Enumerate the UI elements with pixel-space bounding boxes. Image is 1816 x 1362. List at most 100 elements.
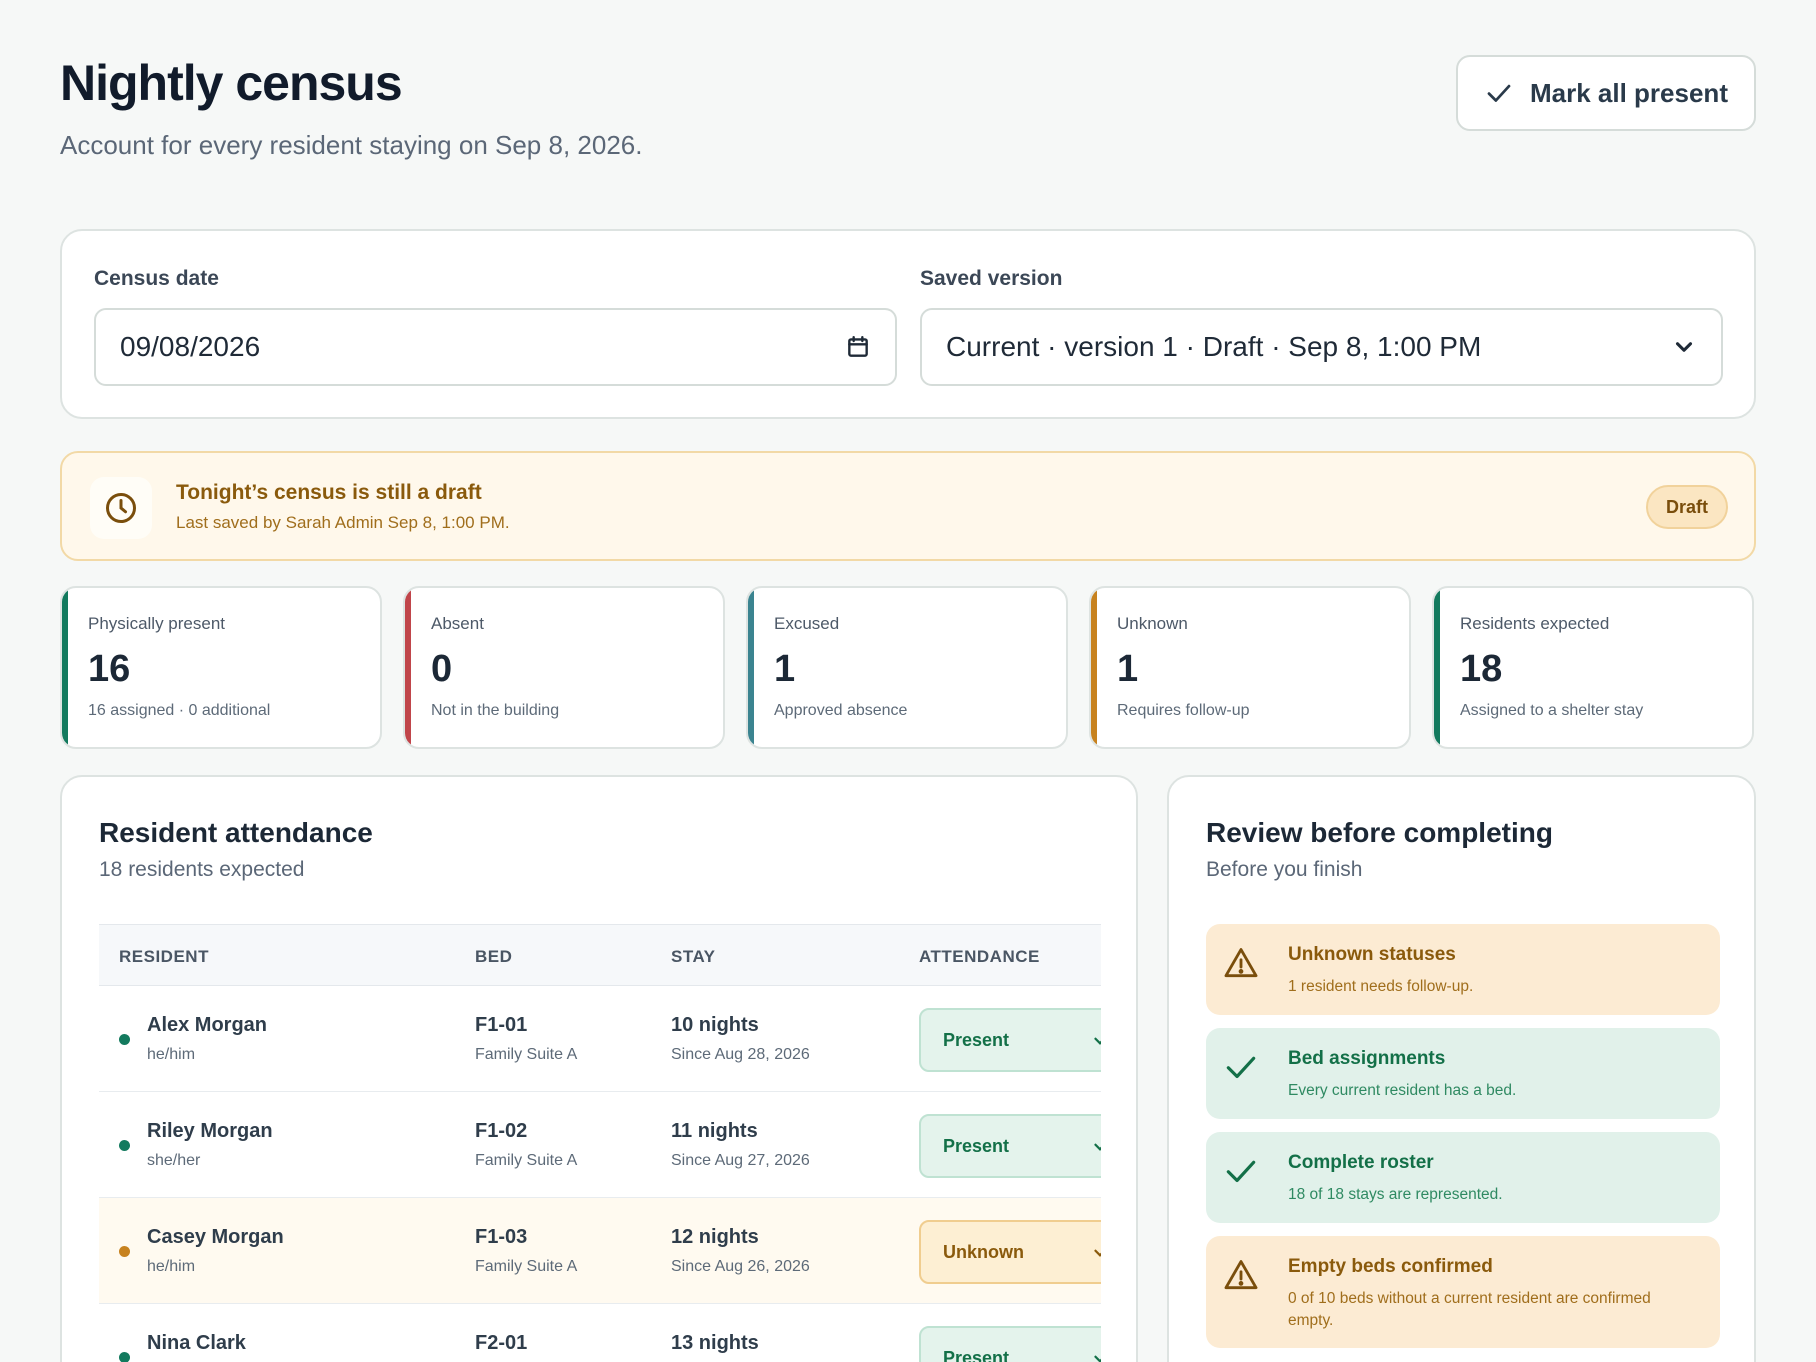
- warning-triangle-icon: [1224, 948, 1258, 978]
- chevron-down-icon: [1094, 1037, 1101, 1045]
- resident-pronouns: she/her: [147, 1152, 201, 1169]
- status-dot: [119, 1034, 130, 1045]
- check-title: Empty beds confirmed: [1288, 1256, 1493, 1277]
- stat-value: 0: [431, 648, 453, 690]
- resident-pronouns: he/him: [147, 1046, 196, 1063]
- stat-note: Approved absence: [774, 702, 908, 719]
- census-filter-card: Census date 09/08/2026 Saved version Cur…: [60, 229, 1756, 419]
- bed-room: Family Suite A: [475, 1152, 578, 1169]
- check-icon: [1226, 1056, 1256, 1079]
- resident-pronouns: he/him: [147, 1258, 196, 1275]
- column-header-bed: BED: [475, 947, 513, 966]
- attendance-select[interactable]: Present: [919, 1326, 1101, 1362]
- resident-name: Casey Morgan: [147, 1226, 284, 1248]
- column-header-attendance: ATTENDANCE: [919, 947, 1040, 966]
- chevron-down-icon: [1094, 1355, 1101, 1362]
- census-date-label: Census date: [94, 267, 219, 290]
- chevron-down-icon: [1675, 342, 1693, 352]
- check-empty-beds-confirmed: Empty beds confirmed 0 of 10 beds withou…: [1206, 1236, 1720, 1348]
- stat-physically-present: Physically present 16 16 assigned · 0 ad…: [60, 586, 382, 749]
- resident-attendance-panel: Resident attendance 18 residents expecte…: [60, 775, 1138, 1362]
- bed-id: F1-01: [475, 1014, 528, 1036]
- status-dot: [119, 1352, 130, 1362]
- stat-excused: Excused 1 Approved absence: [746, 586, 1068, 749]
- bed-id: F1-02: [475, 1120, 528, 1142]
- stat-label: Absent: [431, 614, 484, 633]
- attendance-title: Resident attendance: [99, 817, 373, 848]
- check-complete-roster: Complete roster 18 of 18 stays are repre…: [1206, 1132, 1720, 1223]
- stat-unknown: Unknown 1 Requires follow-up: [1089, 586, 1411, 749]
- table-row: Nina Clark F2-01 13 nights Present: [99, 1304, 1101, 1362]
- page-title: Nightly census: [60, 55, 403, 111]
- check-title: Complete roster: [1288, 1152, 1434, 1173]
- check-unknown-statuses: Unknown statuses 1 resident needs follow…: [1206, 924, 1720, 1015]
- check-title: Unknown statuses: [1288, 944, 1456, 965]
- stat-label: Excused: [774, 614, 840, 633]
- check-text: 1 resident needs follow-up.: [1288, 978, 1474, 995]
- attendance-table: RESIDENT BED STAY ATTENDANCE Alex Morgan…: [99, 924, 1101, 1362]
- banner-subtitle: Last saved by Sarah Admin Sep 8, 1:00 PM…: [176, 513, 510, 532]
- resident-name: Riley Morgan: [147, 1120, 273, 1142]
- calendar-icon[interactable]: [845, 334, 871, 360]
- census-date-input[interactable]: 09/08/2026: [94, 308, 897, 386]
- bed-room: Family Suite A: [475, 1258, 578, 1275]
- table-row: Alex Morgan he/him F1-01 Family Suite A …: [99, 986, 1101, 1092]
- bed-room: Family Suite A: [475, 1046, 578, 1063]
- stat-label: Unknown: [1117, 614, 1188, 633]
- banner-title: Tonight’s census is still a draft: [176, 481, 482, 504]
- saved-version-select[interactable]: Current · version 1 · Draft · Sep 8, 1:0…: [920, 308, 1723, 386]
- stat-value: 1: [1117, 648, 1139, 690]
- check-bed-assignments: Bed assignments Every current resident h…: [1206, 1028, 1720, 1119]
- warning-triangle-icon: [1224, 1260, 1258, 1290]
- attendance-select[interactable]: Present: [919, 1008, 1101, 1072]
- resident-name: Nina Clark: [147, 1332, 246, 1354]
- stat-absent: Absent 0 Not in the building: [403, 586, 725, 749]
- chevron-down-icon: [1094, 1143, 1101, 1151]
- resident-name: Alex Morgan: [147, 1014, 268, 1036]
- stat-label: Physically present: [88, 614, 226, 633]
- stay-length: 12 nights: [671, 1226, 759, 1248]
- table-row: Riley Morgan she/her F1-02 Family Suite …: [99, 1092, 1101, 1198]
- table-header: RESIDENT BED STAY ATTENDANCE: [99, 924, 1101, 986]
- stay-since: Since Aug 26, 2026: [671, 1258, 810, 1275]
- status-dot: [119, 1140, 130, 1151]
- review-title: Review before completing: [1206, 817, 1553, 848]
- draft-status-banner: Tonight’s census is still a draft Last s…: [60, 451, 1756, 561]
- review-panel: Review before completing Before you fini…: [1167, 775, 1756, 1362]
- mark-all-present-button[interactable]: Mark all present: [1456, 55, 1756, 131]
- check-icon: [1487, 84, 1511, 102]
- stat-note: Assigned to a shelter stay: [1460, 702, 1644, 719]
- column-header-stay: STAY: [671, 947, 716, 966]
- saved-version-label: Saved version: [920, 267, 1063, 290]
- draft-badge: Draft: [1645, 485, 1728, 529]
- clock-icon: [90, 477, 152, 539]
- attendance-value: Present: [943, 1135, 1010, 1156]
- attendance-value: Present: [943, 1029, 1010, 1050]
- stat-residents-expected: Residents expected 18 Assigned to a shel…: [1432, 586, 1754, 749]
- page-subtitle: Account for every resident staying on Se…: [60, 130, 643, 160]
- stat-label: Residents expected: [1460, 614, 1610, 633]
- saved-version-value: Current · version 1 · Draft · Sep 8, 1:0…: [946, 331, 1482, 362]
- bed-id: F2-01: [475, 1332, 528, 1354]
- table-row: Casey Morgan he/him F1-03 Family Suite A…: [99, 1198, 1101, 1304]
- check-text: 18 of 18 stays are represented.: [1288, 1186, 1503, 1203]
- stat-note: Requires follow-up: [1117, 702, 1250, 719]
- status-dot: [119, 1246, 130, 1257]
- attendance-select[interactable]: Present: [919, 1114, 1101, 1178]
- attendance-value: Present: [943, 1347, 1010, 1362]
- attendance-select[interactable]: Unknown: [919, 1220, 1101, 1284]
- stay-length: 11 nights: [671, 1120, 758, 1142]
- check-text: 0 of 10 beds without a current resident …: [1288, 1290, 1651, 1329]
- check-icon: [1226, 1160, 1256, 1183]
- bed-id: F1-03: [475, 1226, 528, 1248]
- attendance-subtitle: 18 residents expected: [99, 858, 305, 881]
- stay-length: 10 nights: [671, 1014, 759, 1036]
- stat-value: 16: [88, 648, 131, 690]
- stat-value: 1: [774, 648, 796, 690]
- census-date-value: 09/08/2026: [120, 331, 261, 362]
- column-header-resident: RESIDENT: [119, 947, 209, 966]
- chevron-down-icon: [1094, 1249, 1101, 1257]
- stat-note: Not in the building: [431, 702, 560, 719]
- mark-all-present-label: Mark all present: [1530, 77, 1728, 108]
